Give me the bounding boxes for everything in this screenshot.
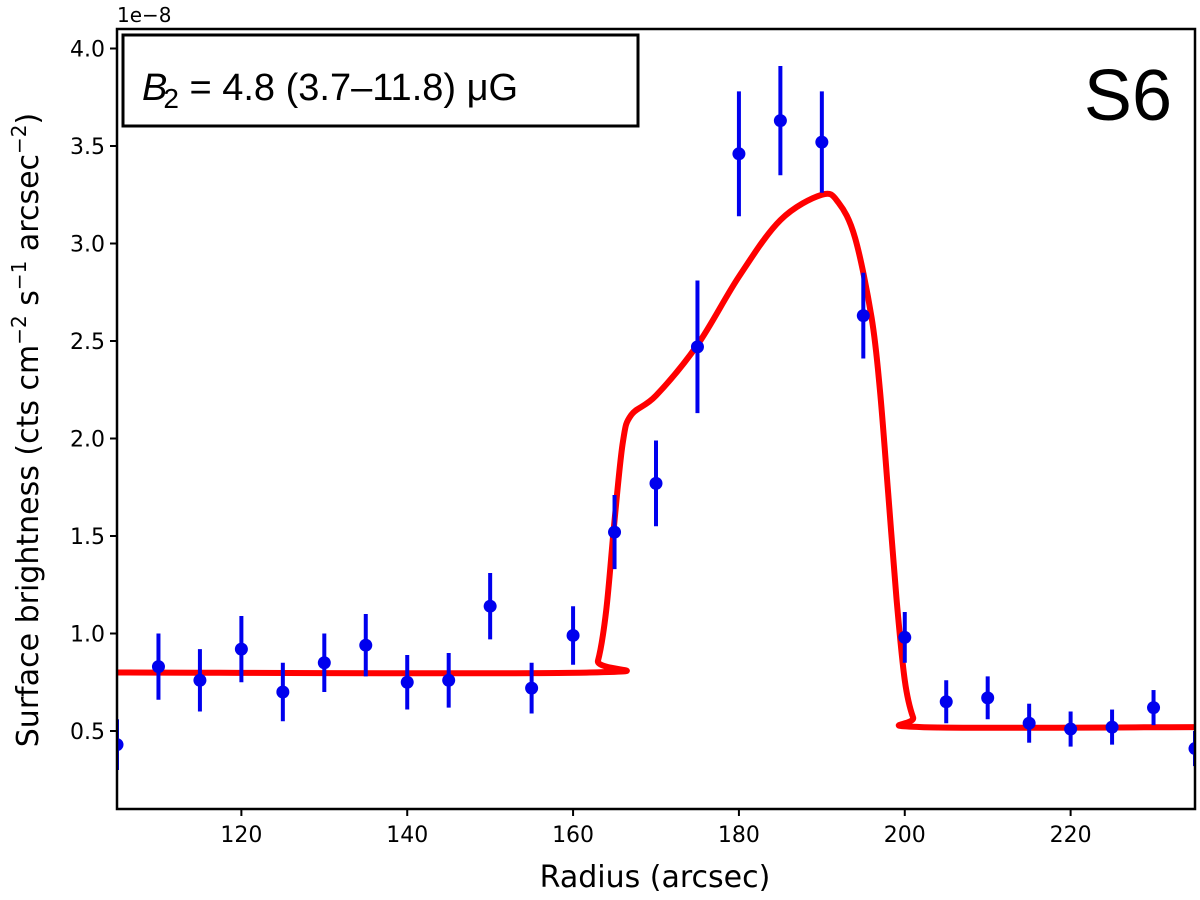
y-tick-label: 0.5: [70, 720, 105, 745]
data-point: [939, 695, 953, 709]
bfield-annotation-box: [121, 33, 640, 128]
data-point: [276, 685, 290, 699]
data-point: [234, 642, 248, 656]
data-point: [1105, 720, 1119, 734]
x-tick-label: 180: [718, 823, 760, 848]
data-point: [193, 673, 207, 687]
bfield-annotation: B2 = 4.8 (3.7–11.8) μG: [142, 67, 518, 114]
x-tick-label: 140: [386, 823, 428, 848]
x-tick-label: 220: [1050, 823, 1092, 848]
series-layer: [117, 66, 1195, 770]
data-point: [442, 673, 456, 687]
data-point: [151, 660, 165, 674]
y-tick-label: 3.5: [70, 135, 105, 160]
data-point: [359, 638, 373, 652]
y-tick-label: 3.0: [70, 233, 105, 258]
data-point: [117, 738, 124, 752]
data-point: [1022, 716, 1036, 730]
data-point: [981, 691, 995, 705]
data-point: [1147, 701, 1161, 715]
y-tick-label: 1.5: [70, 525, 105, 550]
data-point: [773, 114, 787, 128]
axes-frame: [115, 27, 1197, 811]
y-axis-label: Surface brightness (cts cm−2 s−1 arcsec−…: [7, 113, 46, 747]
x-axis-label: Radius (arcsec): [540, 860, 771, 895]
data-point: [525, 681, 539, 695]
data-point: [1188, 742, 1195, 756]
data-point: [898, 630, 912, 644]
model-curve: [117, 190, 1195, 731]
data-point: [483, 599, 497, 613]
panel-label: S6: [1084, 56, 1172, 136]
y-tick-label: 2.5: [70, 330, 105, 355]
data-point: [566, 628, 580, 642]
data-point: [1064, 722, 1078, 736]
y-tick-label: 4.0: [70, 38, 105, 63]
data-point: [732, 147, 746, 161]
y-tick-label: 1.0: [70, 623, 105, 648]
data-point: [690, 340, 704, 354]
x-tick-label: 200: [884, 823, 926, 848]
x-tick-label: 120: [220, 823, 262, 848]
x-tick-label: 160: [552, 823, 594, 848]
offset-label: 1e−8: [117, 3, 172, 27]
data-point: [815, 135, 829, 149]
data-point: [856, 309, 870, 323]
data-point: [317, 656, 331, 670]
y-tick-label: 2.0: [70, 428, 105, 453]
data-point: [400, 675, 414, 689]
data-point: [649, 476, 663, 490]
axis-ticks: 120 140 160 180 200 220 0.5 1.0 1.5 2.0 2.5 3.0 3.5 4…: [70, 38, 1092, 849]
data-point: [608, 525, 622, 539]
